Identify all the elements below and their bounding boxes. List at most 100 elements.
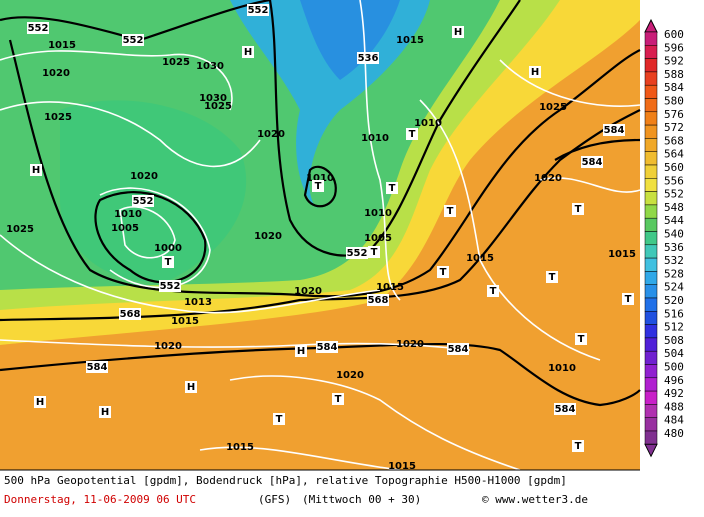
contour-label: 584 [317, 342, 338, 353]
label-bg [529, 66, 541, 78]
footer-credit: © www.wetter3.de [482, 493, 588, 506]
contour-label: 1010 [306, 173, 334, 184]
label-bg [159, 280, 181, 292]
contour-label: 1010 [361, 133, 389, 144]
label-bg [572, 440, 584, 452]
pressure-center: H [36, 397, 44, 408]
warm-orange [0, 60, 640, 470]
pressure-center: H [32, 165, 40, 176]
contour-label: 584 [555, 404, 576, 415]
legend-label: 480 [664, 427, 684, 440]
label-bg [27, 22, 49, 34]
contour-label: 1020 [257, 129, 285, 140]
pressure-center: T [409, 129, 416, 140]
legend-label: 576 [664, 108, 684, 121]
legend-label: 552 [664, 188, 684, 201]
label-bg [99, 406, 111, 418]
legend-swatch [644, 31, 658, 46]
label-bg [368, 246, 380, 258]
legend-swatch [644, 284, 658, 299]
contour-label: 552 [28, 23, 49, 34]
label-bg [332, 393, 344, 405]
contour-label: 1005 [111, 223, 139, 234]
contour-label: 1015 [388, 461, 416, 472]
contour-label: 1010 [114, 209, 142, 220]
legend-swatch [644, 71, 658, 86]
legend-label: 512 [664, 321, 684, 334]
contour-label: 1030 [196, 61, 224, 72]
contour-label: 568 [368, 295, 389, 306]
contour-label: 1013 [184, 297, 212, 308]
legend-label: 532 [664, 254, 684, 267]
legend-swatch [644, 297, 658, 312]
footer-date: Donnerstag, 11-06-2009 06 UTC [4, 493, 196, 506]
label-bg [487, 285, 499, 297]
contour-label: 1015 [48, 40, 76, 51]
contour-label: 1025 [162, 57, 190, 68]
label-bg [603, 124, 625, 136]
pressure-center: T [575, 441, 582, 452]
label-bg [386, 182, 398, 194]
contour-label: 584 [448, 344, 469, 355]
legend-swatch [644, 84, 658, 99]
legend-label: 488 [664, 400, 684, 413]
contour-label: 1020 [336, 370, 364, 381]
pressure-center: T [575, 204, 582, 215]
legend-label: 584 [664, 81, 684, 94]
pressure-center: T [335, 394, 342, 405]
legend-label: 548 [664, 201, 684, 214]
label-bg [357, 52, 379, 64]
contour-label: 552 [133, 196, 154, 207]
legend-swatch [644, 231, 658, 246]
label-bg [312, 180, 324, 192]
legend-swatch [644, 45, 658, 59]
footer-run: (Mittwoch 00 + 30) [302, 493, 421, 506]
legend-swatch [644, 124, 658, 139]
pressure-center: T [490, 286, 497, 297]
footer-title: 500 hPa Geopotential [gpdm], Bodendruck … [4, 474, 567, 487]
label-bg [316, 341, 338, 353]
contour-label: 552 [160, 281, 181, 292]
pressure-center: T [447, 206, 454, 217]
pressure-center: H [531, 67, 539, 78]
legend-label: 520 [664, 294, 684, 307]
contour-label: 1015 [466, 253, 494, 264]
label-bg [132, 195, 154, 207]
pressure-center: H [244, 47, 252, 58]
contour-label: 552 [248, 5, 269, 16]
label-bg [447, 343, 469, 355]
contour-label: 568 [120, 309, 141, 320]
legend-arrow-bottom [644, 443, 658, 458]
legend-swatch [644, 390, 658, 405]
contour-label: 1025 [204, 101, 232, 112]
contour-label: 536 [358, 53, 379, 64]
legend-swatch [644, 204, 658, 219]
legend-swatch [644, 404, 658, 418]
legend-label: 588 [664, 68, 684, 81]
pressure-center: T [549, 272, 556, 283]
contour-label: 1015 [396, 35, 424, 46]
label-bg [185, 381, 197, 393]
legend-swatch [644, 58, 658, 73]
contour-label: 1020 [534, 173, 562, 184]
contour-label: 1015 [171, 316, 199, 327]
label-bg [30, 164, 42, 176]
label-bg [295, 345, 307, 357]
label-bg [247, 4, 269, 16]
legend-swatch [644, 430, 658, 445]
legend-label: 504 [664, 347, 684, 360]
legend-label: 540 [664, 228, 684, 241]
label-bg [367, 294, 389, 306]
pressure-center: T [440, 267, 447, 278]
legend-swatch [644, 364, 658, 379]
pressure-center: T [276, 414, 283, 425]
legend-swatch [644, 178, 658, 192]
pressure-contours [0, 0, 641, 361]
legend-label: 564 [664, 148, 684, 161]
pressure-center: T [389, 183, 396, 194]
legend-label: 508 [664, 334, 684, 347]
label-bg [162, 256, 174, 268]
